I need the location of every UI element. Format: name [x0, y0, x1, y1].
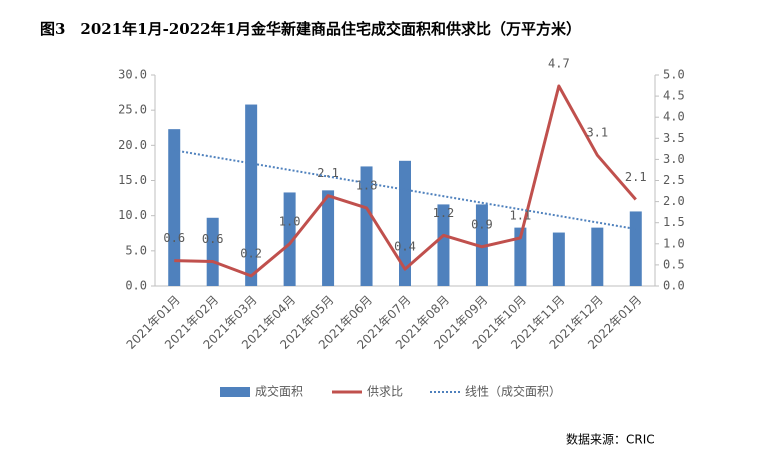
y2-tick-label: 2.0: [663, 194, 685, 208]
source: 数据来源：CRIC: [566, 432, 655, 447]
chart-title: 图3 2021年1月-2022年1月金华新建商品住宅成交面积和供求比（万平方米）: [40, 20, 581, 38]
y-tick-label: 30.0: [118, 68, 147, 82]
y-tick-label: 5.0: [125, 243, 147, 257]
data-label: 4.7: [548, 56, 570, 70]
data-label: 1.8: [356, 178, 378, 192]
bar: [629, 211, 642, 286]
y-tick-label: 25.0: [118, 103, 147, 117]
bar: [437, 204, 450, 286]
data-label: 0.9: [471, 217, 493, 231]
bar: [591, 227, 604, 286]
data-label: 0.6: [202, 232, 224, 246]
data-label: 2.1: [317, 166, 339, 180]
y-tick-label: 0.0: [125, 279, 147, 293]
bar: [283, 192, 296, 286]
line: [174, 84, 637, 278]
bar: [245, 104, 258, 286]
y2-tick-label: 1.0: [663, 236, 685, 250]
bar: [360, 166, 373, 286]
y2-tick-label: 0.0: [663, 279, 685, 293]
y2-tick-label: 0.5: [663, 257, 685, 271]
data-label: 2.1: [625, 170, 647, 184]
y2-tick-label: 3.0: [663, 152, 685, 166]
legend-label: 线性（成交面积）: [465, 384, 561, 399]
y2-tick-label: 5.0: [663, 68, 685, 82]
bar: [168, 129, 181, 286]
data-label: 1.1: [510, 208, 532, 222]
y2-tick-label: 3.5: [663, 131, 685, 145]
y-tick-label: 15.0: [118, 173, 147, 187]
y-tick-label: 10.0: [118, 208, 147, 222]
bar: [514, 227, 527, 286]
data-label: 0.6: [163, 231, 185, 245]
bar: [399, 160, 411, 286]
y-tick-label: 20.0: [118, 138, 147, 152]
bar: [206, 217, 219, 286]
legend-swatch: [220, 387, 250, 397]
data-label: 0.4: [394, 240, 416, 254]
data-label: 1.2: [433, 206, 455, 220]
data-label: 0.2: [240, 246, 262, 260]
y2-tick-label: 4.0: [663, 110, 685, 124]
y2-tick-label: 2.5: [663, 173, 685, 187]
data-label: 3.1: [586, 126, 608, 140]
bar: [552, 232, 565, 286]
legend-label: 成交面积: [255, 384, 303, 399]
y2-tick-label: 1.5: [663, 215, 685, 229]
data-label: 1.0: [279, 214, 301, 228]
y2-tick-label: 4.5: [663, 89, 685, 103]
legend-label: 供求比: [367, 385, 403, 399]
bar: [322, 190, 335, 286]
